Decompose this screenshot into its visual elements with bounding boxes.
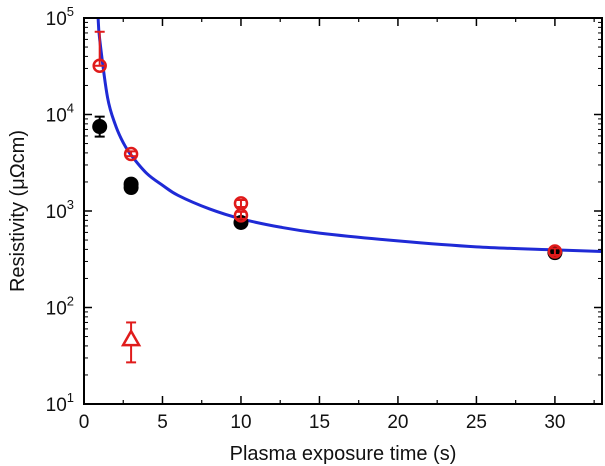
x-tick-label: 5 — [157, 412, 168, 433]
y-tick-label: 101 — [46, 390, 74, 416]
y-tick-label: 103 — [46, 197, 74, 223]
marker-open-triangle — [120, 328, 142, 347]
marker-filled-circle — [123, 180, 139, 196]
data-marks-layer — [92, 30, 563, 364]
x-tick-label: 10 — [230, 412, 251, 433]
x-tick-label: 25 — [466, 412, 487, 433]
data-point-open-circle — [547, 244, 563, 259]
x-tick-label: 30 — [544, 412, 565, 433]
plot-frame — [83, 17, 603, 405]
data-point-filled-circle — [92, 115, 108, 138]
y-tick-label: 105 — [46, 4, 74, 30]
y-axis-title: Resistivity (μΩcm) — [7, 130, 29, 292]
data-point-open-circle — [233, 196, 249, 211]
y-tick-label: 104 — [46, 101, 74, 127]
data-point-open-circle — [233, 208, 249, 223]
fit-curve-line — [96, 18, 602, 254]
data-point-open-triangle — [120, 321, 142, 364]
x-axis-title: Plasma exposure time (s) — [230, 443, 457, 465]
y-tick-label: 102 — [46, 294, 74, 320]
data-point-filled-circle — [123, 180, 139, 196]
data-point-open-circle — [123, 146, 139, 162]
marker-open-circle — [123, 146, 139, 162]
x-tick-label: 15 — [309, 412, 330, 433]
marker-open-circle — [547, 244, 563, 259]
fit-curve-layer — [96, 18, 602, 254]
axis-ticks-layer: 0 5 10 15 20 25 30 101 102 103 104 105 — [46, 4, 602, 433]
marker-open-circle — [233, 208, 249, 223]
x-tick-label: 20 — [387, 412, 408, 433]
x-tick-label: 0 — [79, 412, 90, 433]
data-point-open-circle — [92, 30, 107, 74]
marker-open-circle — [92, 58, 107, 74]
marker-filled-circle — [92, 119, 108, 135]
